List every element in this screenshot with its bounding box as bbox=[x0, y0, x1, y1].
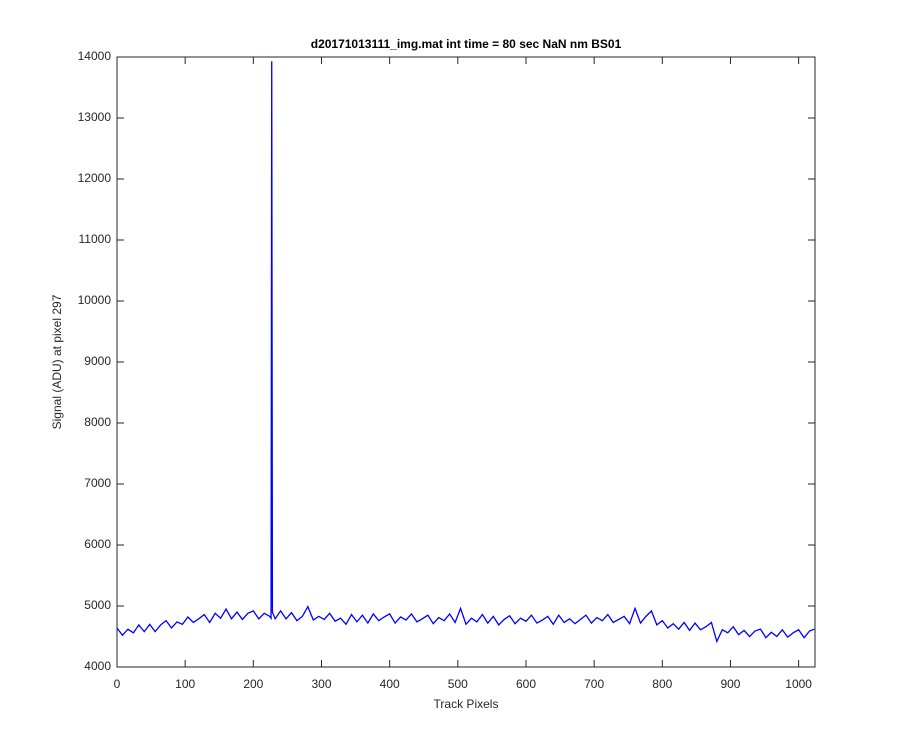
x-tick-label: 600 bbox=[516, 677, 536, 691]
y-tick-label: 12000 bbox=[78, 171, 112, 185]
y-axis-label: Signal (ADU) at pixel 297 bbox=[50, 294, 64, 429]
y-tick-label: 14000 bbox=[78, 49, 112, 63]
y-tick-label: 8000 bbox=[84, 415, 111, 429]
y-tick-label: 5000 bbox=[84, 598, 111, 612]
x-tick-label: 400 bbox=[380, 677, 400, 691]
x-tick-label: 300 bbox=[311, 677, 331, 691]
chart-title: d20171013111_img.mat int time = 80 sec N… bbox=[311, 37, 622, 51]
x-tick-label: 0 bbox=[114, 677, 121, 691]
x-tick-label: 700 bbox=[584, 677, 604, 691]
y-tick-label: 6000 bbox=[84, 537, 111, 551]
y-tick-label: 4000 bbox=[84, 659, 111, 673]
y-tick-label: 13000 bbox=[78, 110, 112, 124]
data-line bbox=[116, 61, 815, 644]
y-tick-label: 10000 bbox=[78, 293, 112, 307]
y-tick-label: 9000 bbox=[84, 354, 111, 368]
x-tick-label: 200 bbox=[243, 677, 263, 691]
x-tick-label: 900 bbox=[720, 677, 740, 691]
y-tick-label: 11000 bbox=[79, 232, 112, 246]
y-tick-label: 7000 bbox=[84, 476, 111, 490]
x-tick-label: 500 bbox=[448, 677, 468, 691]
x-tick-label: 1000 bbox=[785, 677, 812, 691]
x-axis-label: Track Pixels bbox=[434, 697, 499, 711]
x-tick-label: 100 bbox=[175, 677, 195, 691]
x-tick-label: 800 bbox=[652, 677, 672, 691]
